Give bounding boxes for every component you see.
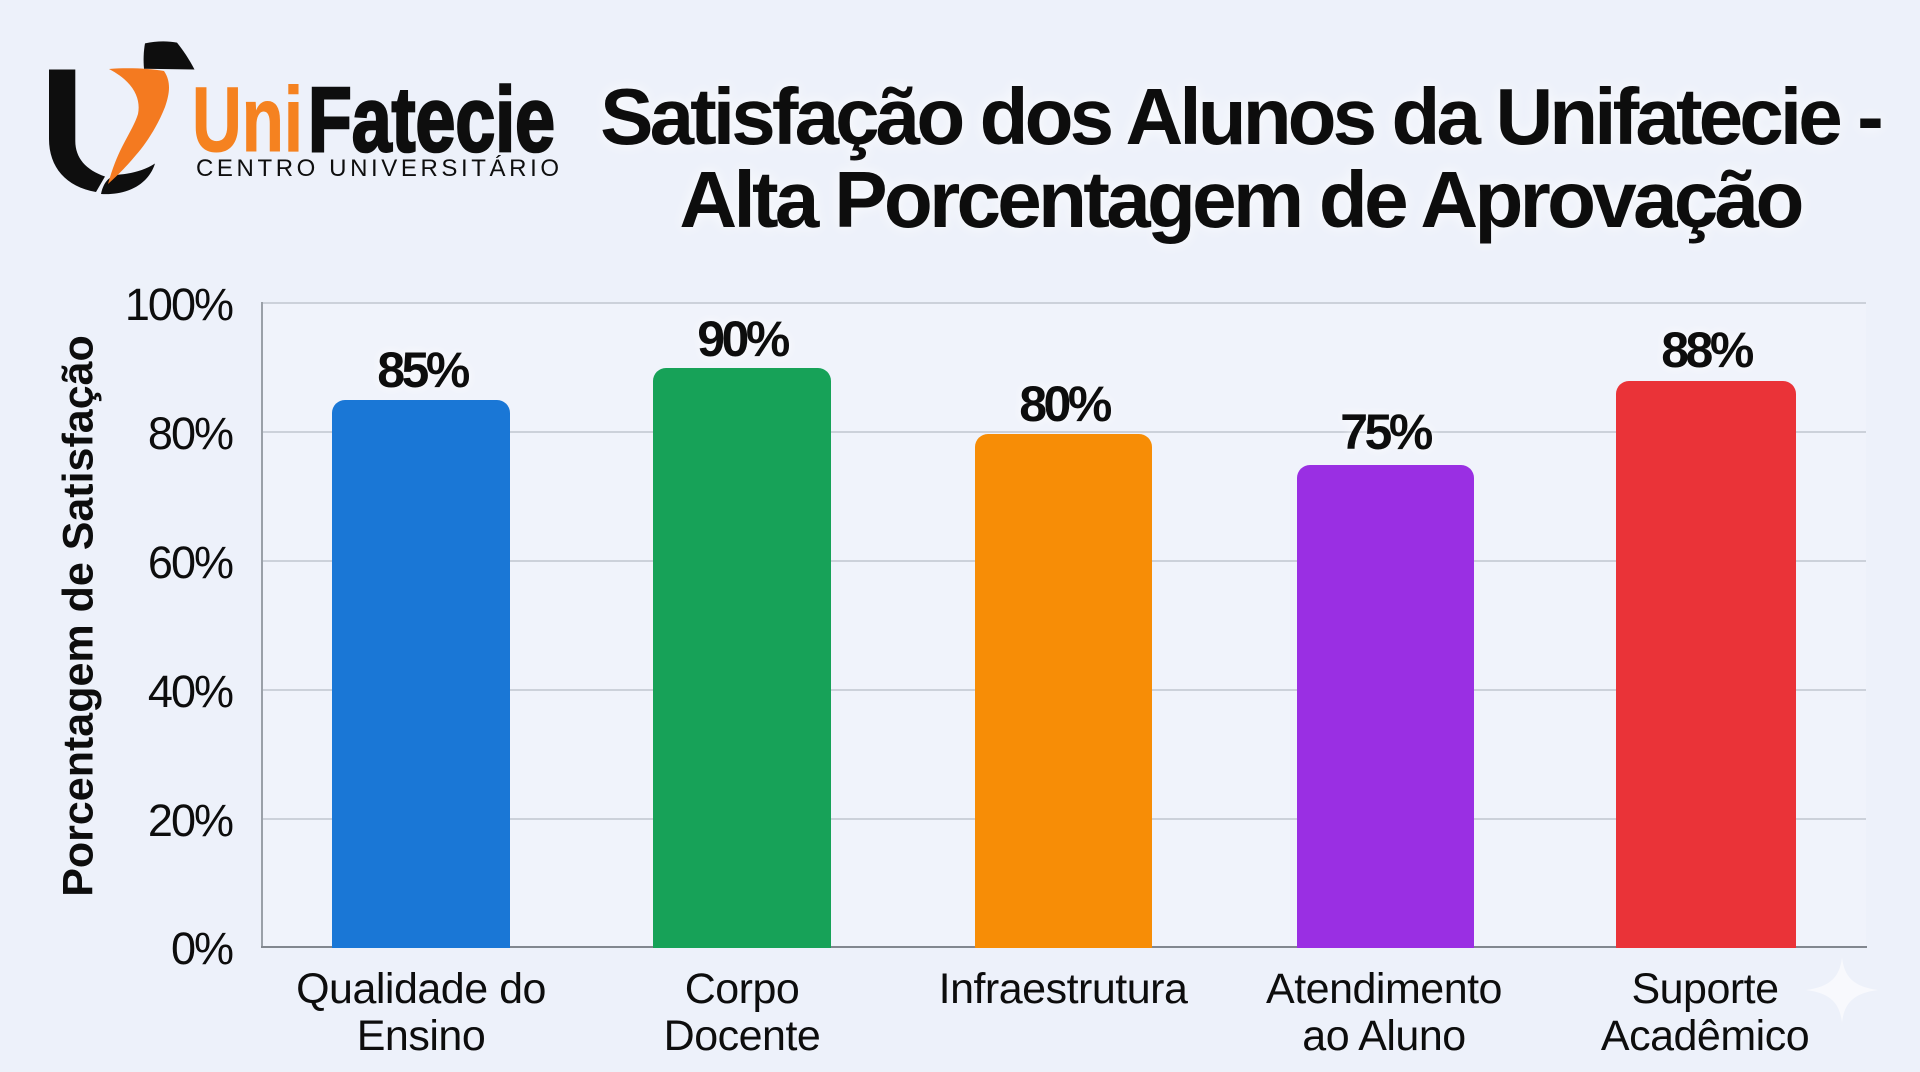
svg-text:Uni: Uni [192, 69, 303, 171]
svg-text:Fatecie: Fatecie [308, 69, 555, 171]
svg-text:CENTRO UNIVERSITÁRIO: CENTRO UNIVERSITÁRIO [196, 155, 559, 182]
